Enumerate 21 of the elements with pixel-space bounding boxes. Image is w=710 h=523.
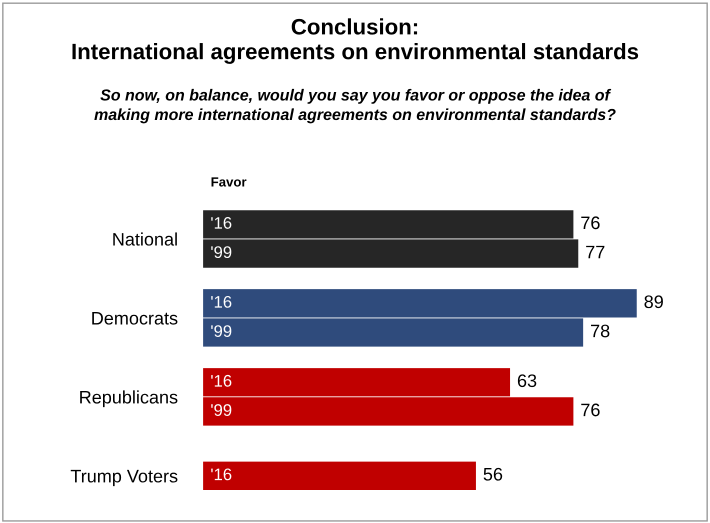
data-label: 63 — [518, 374, 536, 388]
text: '99 — [211, 404, 232, 416]
data-label: 56 — [484, 468, 502, 481]
series-label: '99 — [211, 325, 232, 337]
text: '16 — [211, 296, 232, 308]
series-label: '16 — [211, 468, 232, 480]
data-label: 77 — [586, 246, 604, 258]
y-tick-label: Trump Voters — [70, 470, 178, 486]
data-label: 76 — [581, 216, 600, 230]
y-tick-label: Democrats — [92, 312, 178, 325]
chart-title: Conclusion: International agreements on environmental standards — [72, 18, 638, 64]
chart-subtitle: So now, on balance, would you say you favor or oppose the idea of making more international agreements on environmental standards? — [94, 88, 616, 124]
data-label: 76 — [581, 404, 600, 416]
text: '16 — [211, 217, 232, 229]
text: '16 — [211, 374, 232, 387]
text: '99 — [211, 246, 232, 258]
data-label: 89 — [644, 295, 663, 308]
data-label: 78 — [591, 324, 610, 338]
y-tick-label: National — [113, 232, 177, 246]
y-tick-label: Republicans — [80, 390, 178, 408]
text: Favor — [212, 177, 246, 187]
